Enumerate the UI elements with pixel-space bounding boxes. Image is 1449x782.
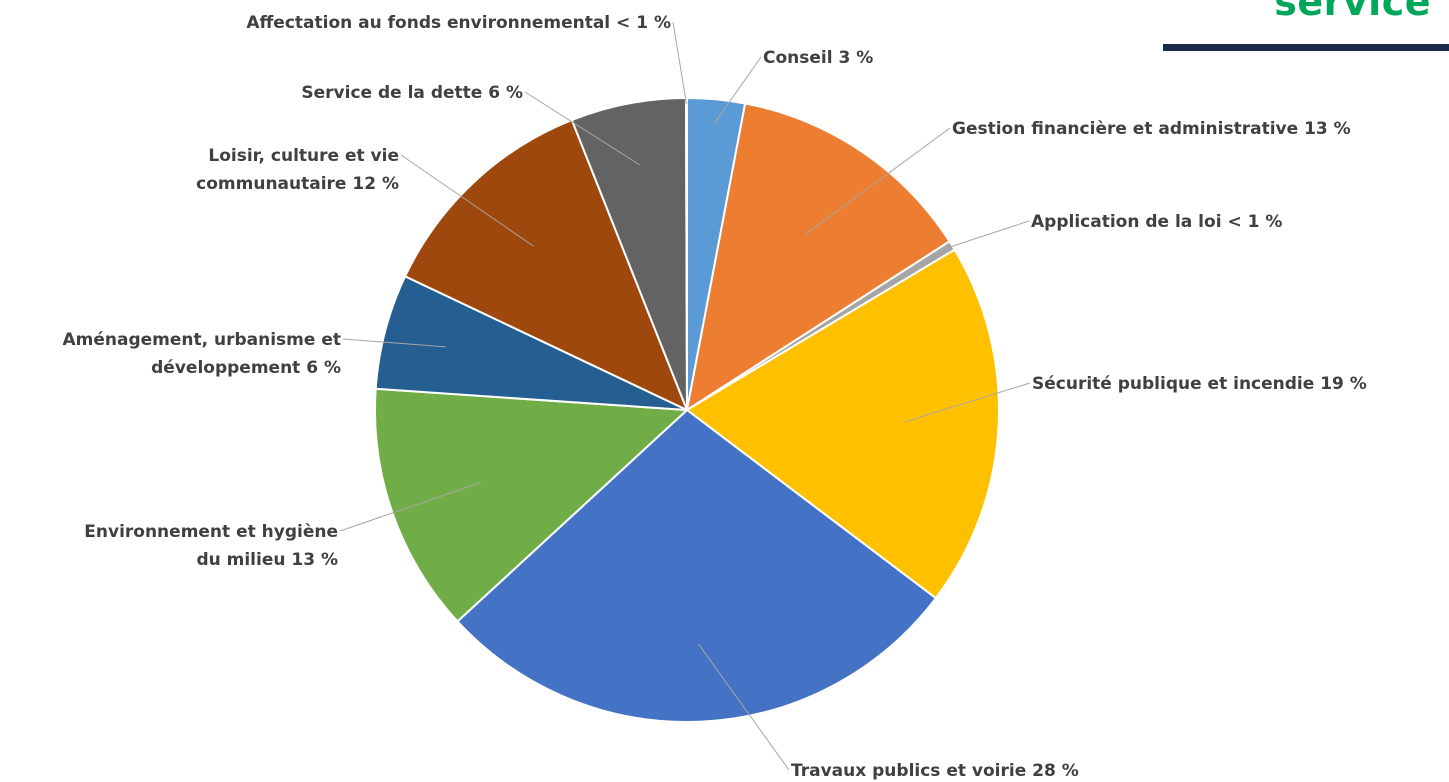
slice-label: Travaux publics et voirie 28 %	[791, 761, 1079, 781]
title-underline	[1163, 44, 1449, 51]
leader-line	[524, 91, 640, 166]
leader-line	[904, 382, 1031, 423]
pie-slices	[374, 96, 1000, 723]
leader-lines	[339, 21, 1031, 771]
slice-label: Gestion financière et administrative 13 …	[952, 119, 1351, 139]
slice-label: Loisir, culture et vie communautaire 12 %	[196, 146, 399, 194]
slice-label: Application de la loi < 1 %	[1031, 212, 1282, 232]
slice-label: Sécurité publique et incendie 19 %	[1032, 374, 1367, 394]
slice-label: Aménagement, urbanisme et développement 6…	[62, 330, 341, 378]
slice-labels: Conseil 3 % Gestion financière et adminis…	[62, 13, 1366, 781]
leader-line	[342, 338, 446, 348]
pie-slice	[403, 118, 689, 412]
pie-slice	[685, 102, 951, 413]
leader-line	[339, 482, 482, 532]
slice-label: Conseil 3 %	[763, 48, 873, 68]
pie-slice	[374, 387, 690, 623]
leader-line	[400, 154, 534, 247]
pie-slice	[685, 96, 688, 411]
slice-label: Affectation au fonds environnemental < 1…	[246, 13, 671, 33]
page-title: service	[1274, 0, 1431, 24]
pie-slice	[685, 248, 1000, 600]
slice-label: Service de la dette 6 %	[301, 83, 523, 103]
leader-line	[949, 220, 1030, 248]
pie-slice	[456, 408, 938, 723]
leader-line	[805, 127, 951, 235]
slice-label: Environnement et hygiène du milieu 13 %	[84, 522, 338, 570]
leader-line	[672, 21, 687, 105]
leader-line	[713, 56, 762, 125]
leader-line	[697, 643, 790, 771]
